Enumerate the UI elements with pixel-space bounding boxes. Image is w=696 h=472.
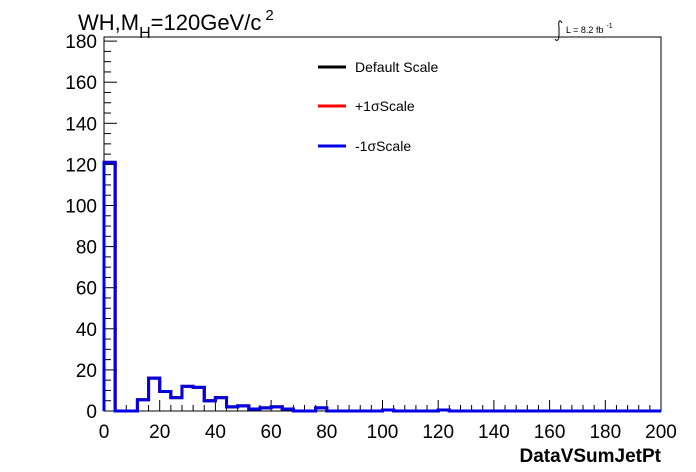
luminosity-superscript: -1 [606,23,612,30]
chart-title-subscript: H [139,25,151,42]
y-tick-label: 140 [65,114,97,135]
plot-frame [103,36,662,412]
y-tick-label: 180 [65,32,97,53]
x-tick-label: 180 [589,422,621,443]
svg-text:L = 8.2 fb-1: L = 8.2 fb -1 [566,23,613,35]
x-tick-label: 120 [422,422,454,443]
legend-entry-minus-sigma: -1σScale [318,138,411,154]
y-tick-label: 120 [65,155,97,176]
legend-label-minus-sigma: -1σScale [355,138,411,154]
y-tick-label: 160 [65,73,97,94]
series-line-0 [102,160,661,413]
luminosity-value: L = 8.2 fb [566,25,603,35]
legend-entry-plus-sigma: +1σScale [318,98,415,114]
y-axis: 0 20 40 60 80 100 120 140 160 180 [65,32,117,423]
chart-title-value: =120GeV/c [151,10,262,35]
chart-title-superscript: 2 [265,7,273,24]
y-tick-label: 80 [76,238,97,259]
y-tick-label: 100 [65,197,97,218]
x-tick-label: 80 [316,422,337,443]
legend-label-default: Default Scale [355,59,438,75]
x-tick-label: 60 [261,422,282,443]
y-tick-label: 20 [76,361,97,382]
legend: Default Scale +1σScale -1σScale [318,59,438,154]
x-tick-label: 40 [205,422,226,443]
x-axis: 0 20 40 60 80 100 120 140 160 180 200 [99,400,677,443]
x-axis-title: DataVSumJetPt [520,446,662,467]
integral-icon [554,20,563,41]
y-tick-label: 0 [86,402,97,423]
histogram-series [102,160,661,413]
x-tick-label: 140 [478,422,510,443]
x-tick-label: 100 [367,422,399,443]
x-tick-label: 200 [645,422,677,443]
chart-title: WH,MH=120GeV/c 2 [78,7,274,42]
y-tick-label: 40 [76,320,97,341]
y-tick-label: 60 [76,279,97,300]
x-tick-label: 0 [99,422,110,443]
luminosity-label: L = 8.2 fb -1 [554,20,613,41]
x-tick-label: 20 [149,422,170,443]
legend-entry-default: Default Scale [318,59,438,75]
series-line-2 [102,160,661,413]
series-line-1 [102,160,661,413]
x-tick-label: 160 [534,422,566,443]
legend-label-plus-sigma: +1σScale [355,98,415,114]
